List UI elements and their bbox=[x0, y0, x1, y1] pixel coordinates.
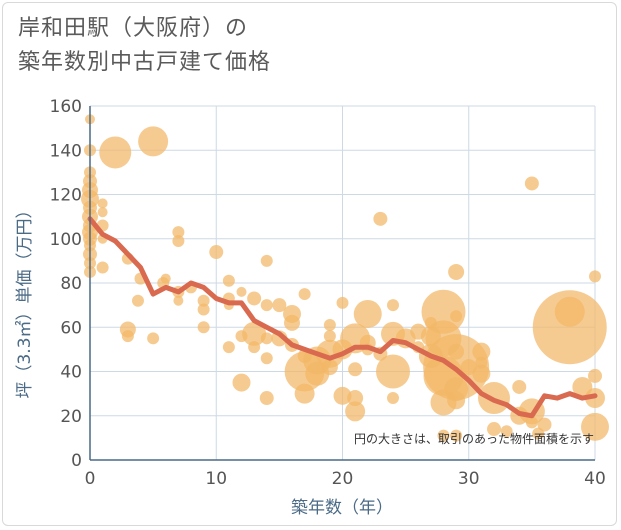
bubble-point bbox=[248, 341, 261, 354]
bubble-point bbox=[260, 299, 273, 312]
bubble-point bbox=[581, 412, 609, 441]
bubble-point bbox=[97, 207, 108, 218]
bubble-point bbox=[242, 321, 267, 346]
y-tick-label: 100 bbox=[50, 230, 82, 250]
x-tick-label: 10 bbox=[205, 469, 227, 489]
bubble-point bbox=[487, 422, 501, 437]
bubble-point bbox=[387, 392, 399, 405]
bubble-point bbox=[97, 198, 108, 209]
x-tick-label: 20 bbox=[332, 469, 354, 489]
bubble-point bbox=[589, 270, 601, 283]
bubble-point bbox=[138, 126, 169, 157]
y-tick-label: 160 bbox=[50, 97, 82, 117]
y-tick-label: 80 bbox=[60, 274, 82, 294]
bubble-point bbox=[284, 314, 300, 331]
bubble-point bbox=[197, 303, 210, 316]
y-tick-label: 0 bbox=[71, 451, 82, 471]
bubble-point bbox=[421, 289, 466, 334]
x-tick-labels: 0 10 20 30 40 bbox=[85, 469, 606, 489]
bubble-point bbox=[197, 294, 210, 307]
bubble-point bbox=[512, 379, 527, 394]
bubble-point bbox=[147, 332, 160, 345]
bubble-point bbox=[532, 290, 607, 365]
bubble-point bbox=[323, 319, 336, 332]
x-tick-label: 0 bbox=[85, 469, 96, 489]
bubble-point bbox=[347, 390, 364, 407]
bubble-point bbox=[209, 245, 224, 260]
size-note: 円の大きさは、取引のあった物件面積を示す bbox=[354, 431, 594, 446]
y-tick-label: 60 bbox=[60, 318, 82, 338]
bubble-point bbox=[450, 310, 463, 323]
bubble-point bbox=[222, 341, 235, 354]
y-tick-label: 120 bbox=[50, 186, 82, 206]
bubble-point bbox=[387, 299, 399, 312]
bubble-point bbox=[260, 352, 273, 365]
bubble-point bbox=[160, 273, 171, 284]
y-tick-labels: 0 20 40 60 80 100 120 140 160 bbox=[50, 97, 82, 471]
bubble-point bbox=[353, 299, 382, 328]
bubble-point bbox=[294, 383, 315, 404]
bubble-point bbox=[336, 296, 349, 309]
bubble-point bbox=[472, 342, 491, 361]
x-tick-label: 30 bbox=[458, 469, 480, 489]
chart-title-line-2: 築年数別中古戸建て価格 bbox=[18, 50, 272, 75]
bubble-point bbox=[121, 330, 134, 343]
bubble-point bbox=[272, 298, 287, 313]
x-tick-label: 40 bbox=[584, 469, 606, 489]
y-axis-title: 坪（3.3㎡）単価（万円） bbox=[15, 201, 35, 398]
bubble-point bbox=[173, 295, 184, 306]
bubble-point bbox=[525, 416, 538, 429]
bubble-point bbox=[96, 261, 109, 274]
bubble-point bbox=[298, 288, 311, 301]
bubble-point bbox=[554, 296, 585, 327]
trend-line bbox=[87, 216, 598, 419]
bubble-point bbox=[99, 136, 132, 169]
bubble-point bbox=[376, 354, 410, 389]
bubble-point bbox=[437, 429, 450, 442]
bubble-point bbox=[500, 425, 513, 438]
bubble-point bbox=[172, 234, 185, 247]
chart-title-line-1: 岸和田駅（大阪府）の bbox=[18, 16, 249, 41]
bubble-point bbox=[131, 294, 144, 307]
bubble-point bbox=[447, 391, 466, 410]
bubble-point bbox=[222, 274, 235, 287]
bubble-point bbox=[472, 364, 491, 383]
bubble-point bbox=[232, 373, 251, 392]
bubble-point bbox=[323, 330, 336, 343]
bubble-point bbox=[537, 417, 552, 432]
bubble-point bbox=[260, 254, 273, 267]
bubble-point bbox=[345, 401, 366, 422]
bubble-point bbox=[260, 332, 273, 345]
bubble-point bbox=[373, 211, 388, 226]
chart-title: 岸和田駅（大阪府）の 築年数別中古戸建て価格 bbox=[18, 12, 438, 80]
bubble-series bbox=[81, 114, 609, 442]
bubble-point bbox=[247, 291, 262, 306]
bubble-point bbox=[172, 226, 185, 239]
bubble-point bbox=[321, 359, 338, 376]
bubble-point bbox=[236, 286, 247, 297]
bubble-point bbox=[588, 368, 602, 383]
y-tick-label: 20 bbox=[60, 407, 82, 427]
bubble-point bbox=[448, 263, 465, 280]
bubble-point bbox=[197, 321, 210, 334]
y-tick-label: 140 bbox=[50, 141, 82, 161]
bubble-point bbox=[333, 386, 352, 405]
y-tick-label: 40 bbox=[60, 363, 82, 383]
bubble-point bbox=[259, 391, 274, 406]
bubble-point bbox=[524, 176, 539, 191]
x-axis-title: 築年数（年） bbox=[291, 498, 393, 518]
bubble-point bbox=[348, 362, 363, 377]
bubble-point bbox=[450, 429, 463, 442]
bubble-point bbox=[460, 359, 477, 376]
trend-line-group bbox=[87, 216, 598, 419]
axes bbox=[89, 106, 595, 461]
